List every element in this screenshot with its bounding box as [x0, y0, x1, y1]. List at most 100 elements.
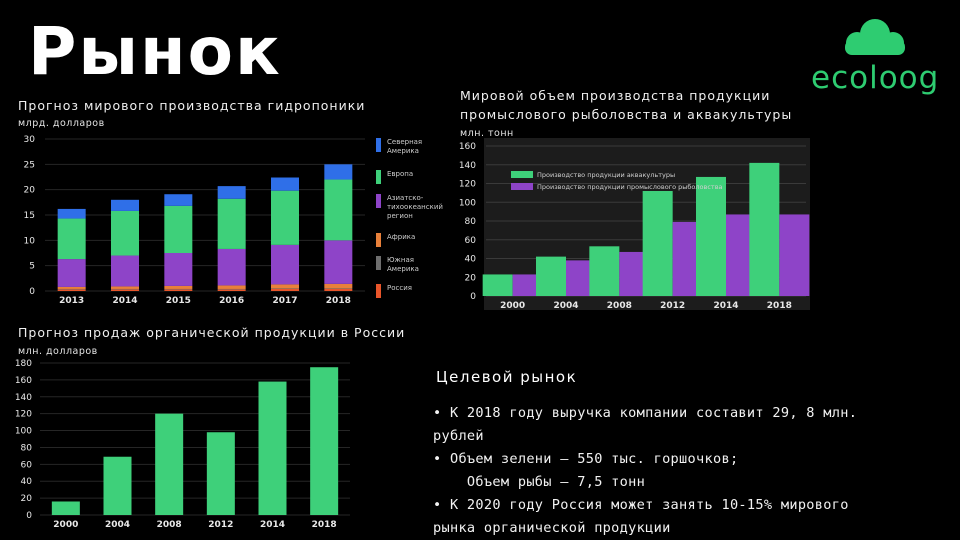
- bar: [217, 288, 246, 290]
- x-tick-label: 2014: [112, 296, 137, 306]
- bar: [324, 283, 353, 289]
- y-tick-label: 160: [459, 142, 476, 152]
- bar: [164, 285, 193, 289]
- legend-swatch: [376, 138, 381, 152]
- legend-label: Африка: [387, 233, 415, 241]
- legend-swatch: [376, 256, 381, 270]
- bar: [271, 190, 299, 245]
- y-tick-label: 0: [29, 287, 35, 297]
- y-tick-label: 20: [21, 494, 33, 504]
- bar: [217, 186, 246, 199]
- bar: [258, 381, 287, 515]
- legend-label: Производство продукции аквакультуры: [537, 171, 675, 179]
- x-tick-label: 2017: [272, 296, 297, 306]
- target-market-line: • К 2018 году выручка компании составит …: [433, 405, 858, 421]
- logo: ecoloog: [805, 14, 945, 98]
- y-tick-label: 60: [21, 460, 33, 470]
- y-tick-label: 20: [24, 186, 36, 196]
- y-tick-label: 0: [26, 511, 32, 521]
- legend-swatch: [376, 284, 381, 298]
- bar: [111, 288, 139, 290]
- y-tick-label: 30: [24, 135, 36, 145]
- legend-swatch: [511, 183, 533, 190]
- bar: [206, 432, 235, 515]
- bar: [324, 240, 353, 284]
- x-tick-label: 2014: [260, 520, 285, 530]
- bar: [51, 501, 80, 515]
- bar: [164, 194, 193, 206]
- legend-swatch: [376, 233, 381, 247]
- target-market-list: • К 2018 году выручка компании составит …: [433, 402, 953, 540]
- target-market-line: рублей: [433, 428, 484, 444]
- y-tick-label: 25: [24, 160, 35, 170]
- x-tick-label: 2013: [59, 296, 84, 306]
- x-tick-label: 2015: [166, 296, 191, 306]
- y-tick-label: 180: [15, 359, 32, 369]
- y-tick-label: 40: [465, 255, 477, 265]
- y-tick-label: 0: [470, 292, 476, 302]
- legend-label: Европа: [387, 170, 413, 178]
- bar: [217, 248, 246, 286]
- target-market-line: • К 2020 году Россия может занять 10-15%…: [433, 497, 849, 513]
- organic-chart: 0 20 40 60 80 100 120 140 160 180 2000 2004 2008 2012…: [15, 359, 350, 530]
- x-tick-label: 2000: [53, 520, 78, 530]
- hydro-chart-title: Прогноз мирового производства гидропоник…: [18, 98, 366, 113]
- target-market-title: Целевой рынок: [436, 368, 578, 386]
- bar: [324, 288, 353, 289]
- bar: [217, 285, 246, 289]
- x-tick-label: 2018: [312, 520, 337, 530]
- y-tick-label: 140: [459, 161, 476, 171]
- bar: [57, 289, 86, 291]
- x-tick-label: 2014: [713, 301, 738, 310]
- cloud-icon: [845, 19, 905, 55]
- x-tick-label: 2018: [326, 296, 351, 306]
- legend-label: Азиатско-тихоокеанский регион: [387, 194, 443, 220]
- bar: [324, 179, 353, 241]
- y-tick-label: 20: [465, 273, 477, 283]
- legend-label: Северная Америка: [387, 138, 422, 155]
- x-tick-label: 2000: [500, 301, 525, 310]
- x-tick-label: 2008: [607, 301, 632, 310]
- bar: [512, 274, 543, 296]
- bar: [164, 205, 193, 253]
- y-tick-label: 80: [465, 217, 477, 227]
- y-tick-label: 5: [29, 262, 35, 272]
- bar: [111, 289, 139, 291]
- x-tick-label: 2004: [105, 520, 130, 530]
- logo-text: ecoloog: [811, 60, 940, 96]
- bar: [749, 162, 780, 296]
- bar: [217, 289, 246, 291]
- y-tick-label: 15: [24, 211, 35, 221]
- bar: [111, 255, 139, 287]
- bar: [111, 286, 139, 289]
- hydro-chart-unit: млрд. долларов: [18, 118, 105, 129]
- y-tick-label: 120: [459, 180, 476, 190]
- bar: [57, 286, 86, 289]
- y-tick-label: 10: [24, 236, 36, 246]
- bar: [271, 288, 299, 291]
- bar: [324, 164, 353, 180]
- target-market-line: • Объем зелени – 550 тыс. горшочков;: [433, 451, 739, 467]
- bar: [164, 253, 193, 286]
- bar: [310, 367, 339, 515]
- y-tick-label: 140: [15, 393, 32, 403]
- y-tick-label: 80: [21, 443, 33, 453]
- legend-label: Производство продукции промыслового рыбо…: [537, 183, 723, 191]
- y-tick-label: 60: [465, 236, 477, 246]
- bar: [589, 246, 620, 296]
- bar: [642, 191, 673, 296]
- x-tick-label: 2012: [208, 520, 233, 530]
- bar: [271, 244, 299, 285]
- target-market-line: рынка органической продукции: [433, 520, 671, 536]
- bar: [57, 259, 86, 287]
- bar: [57, 288, 86, 290]
- hydro-chart: 0 5 10 15 20 25 30 2013 2014 2015 2016 2017 2018 Севе…: [24, 135, 443, 306]
- fish-chart: 0 20 40 60 80 100 120 140 160 2000 2004 2008 2012 201…: [459, 138, 810, 310]
- fish-chart-title-line1: Мировой объем производства продукции: [460, 88, 771, 103]
- legend-label: Южная Америка: [387, 256, 419, 273]
- x-tick-label: 2016: [219, 296, 244, 306]
- x-tick-label: 2008: [157, 520, 182, 530]
- x-tick-label: 2018: [767, 301, 792, 310]
- bar: [155, 413, 184, 515]
- bar: [482, 274, 513, 296]
